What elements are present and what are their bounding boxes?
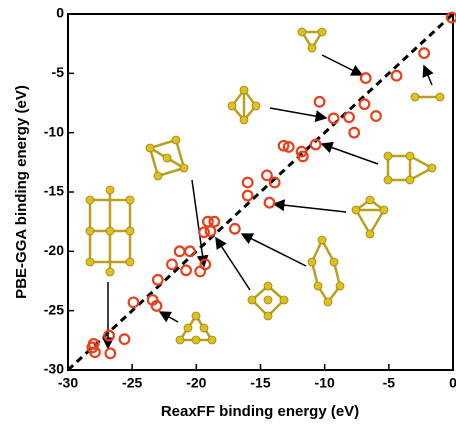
point bbox=[184, 245, 196, 258]
y-tick-label: -15 bbox=[44, 183, 64, 199]
point bbox=[241, 189, 254, 202]
cluster-pentamer bbox=[383, 151, 437, 185]
x-tick-label: -5 bbox=[383, 375, 396, 391]
x-tick-label: -25 bbox=[122, 375, 142, 391]
point bbox=[418, 47, 431, 60]
cluster-rhombus bbox=[227, 85, 261, 125]
cluster-lattice bbox=[85, 185, 135, 277]
x-tick-label: -20 bbox=[186, 375, 206, 391]
cluster-large bbox=[145, 135, 189, 181]
y-tick-label: 0 bbox=[56, 5, 64, 21]
point bbox=[327, 112, 340, 125]
point bbox=[263, 196, 276, 209]
point bbox=[359, 72, 372, 84]
point bbox=[390, 69, 403, 82]
point bbox=[282, 141, 295, 153]
point bbox=[309, 138, 322, 151]
point bbox=[89, 346, 101, 359]
cluster-hexamer bbox=[351, 195, 389, 239]
point bbox=[150, 300, 163, 312]
point bbox=[348, 126, 361, 139]
y-tick-label: -5 bbox=[52, 64, 65, 80]
y-tick-label: -25 bbox=[44, 301, 64, 317]
point bbox=[313, 95, 326, 108]
point bbox=[343, 111, 355, 124]
point bbox=[127, 296, 140, 309]
y-axis-label: PBE-GGA binding energy (eV) bbox=[13, 85, 30, 299]
cluster-octamer bbox=[307, 235, 345, 307]
cluster-bipyramid bbox=[247, 281, 289, 321]
cluster-dimer bbox=[410, 92, 445, 102]
point bbox=[261, 169, 273, 182]
cluster-trimer bbox=[297, 27, 327, 53]
cluster-triangle bbox=[175, 311, 217, 345]
point bbox=[445, 11, 456, 24]
diagonal-line bbox=[66, 12, 455, 372]
point bbox=[103, 329, 115, 342]
point bbox=[277, 139, 290, 152]
point bbox=[358, 98, 371, 111]
x-tick-label: -15 bbox=[250, 375, 270, 391]
cluster-insets bbox=[85, 27, 445, 350]
point bbox=[180, 264, 192, 277]
point bbox=[228, 222, 241, 235]
point bbox=[198, 226, 210, 239]
point bbox=[296, 150, 309, 163]
point bbox=[370, 110, 382, 122]
x-tick-label: -10 bbox=[315, 375, 335, 391]
point bbox=[151, 273, 164, 286]
point bbox=[118, 333, 131, 346]
point bbox=[295, 145, 308, 158]
x-tick-label: 0 bbox=[449, 375, 456, 391]
point bbox=[173, 245, 186, 258]
point bbox=[208, 215, 221, 228]
point bbox=[241, 176, 254, 189]
point bbox=[166, 258, 178, 271]
y-tick-label: -30 bbox=[44, 361, 64, 377]
x-axis-label: ReaxFF binding energy (eV) bbox=[161, 403, 359, 420]
point bbox=[204, 225, 217, 238]
x-tick-label: -30 bbox=[58, 375, 78, 391]
y-tick-label: -10 bbox=[44, 123, 64, 139]
y-tick-label: -20 bbox=[44, 242, 64, 258]
point bbox=[104, 347, 117, 360]
point bbox=[194, 265, 207, 278]
point bbox=[268, 176, 281, 189]
point bbox=[201, 215, 214, 228]
